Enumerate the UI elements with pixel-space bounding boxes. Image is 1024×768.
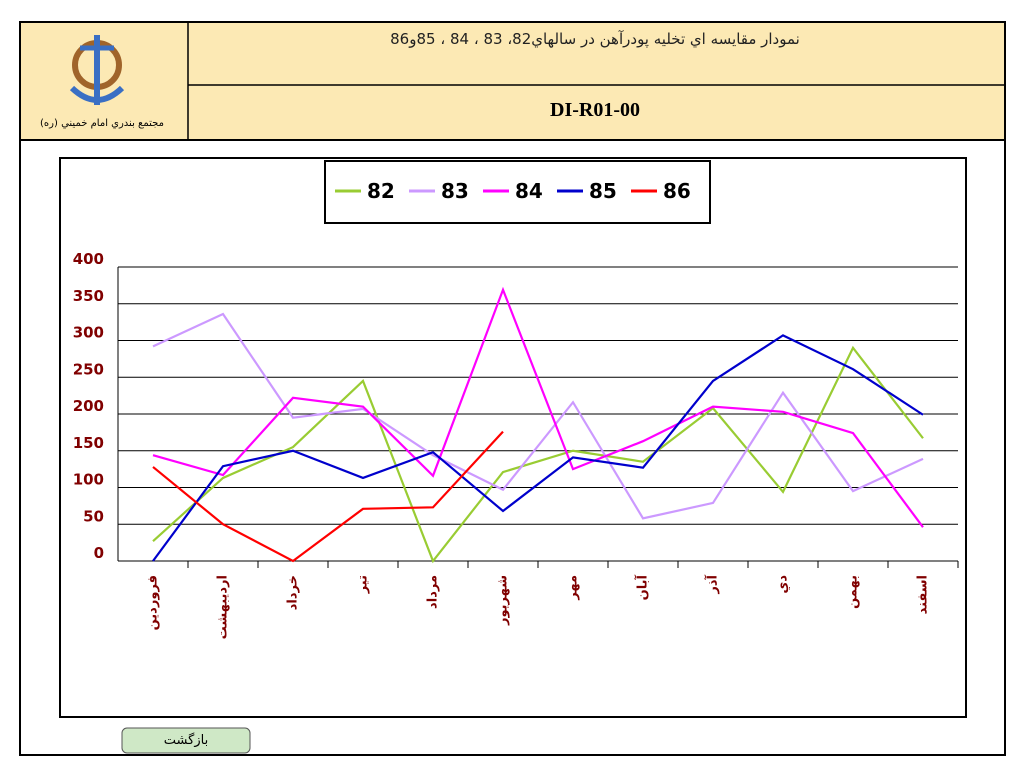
x-tick-label: بهمن [846,575,861,609]
legend-label: 83 [441,179,469,203]
y-tick-label: 400 [73,250,104,268]
y-tick-label: 250 [73,360,104,378]
y-tick-label: 0 [94,544,104,562]
header-title: نمودار مقايسه اي تخليه پودرآهن در سالهاي… [390,30,800,49]
logo-caption: مجتمع بندري امام خميني (ره) [40,118,164,129]
y-tick-label: 100 [73,471,104,489]
series-line [152,312,924,520]
y-tick-label: 200 [73,397,104,415]
legend-label: 82 [367,179,395,203]
logo [69,35,125,105]
x-tick-label: مهر [566,575,581,601]
series-line [152,430,504,563]
header-code: DI-R01-00 [550,99,640,121]
y-tick-label: 300 [73,324,104,342]
x-tick-label: آبان [634,574,651,600]
legend-label: 85 [589,179,617,203]
x-tick-label: مرداد [426,575,441,609]
chart-box [59,157,967,718]
legend-label: 84 [515,179,543,203]
x-tick-label: ارديبهشت [216,575,231,639]
y-tick-label: 50 [83,507,104,525]
x-tick-label: شهريور [496,575,511,626]
x-tick-label: آذر [704,574,721,594]
y-tick-label: 150 [73,434,104,452]
series-line [152,334,924,562]
x-tick-label: اسفند [916,575,931,614]
header [19,21,1006,141]
back-button[interactable] [121,727,251,754]
y-tick-label: 350 [73,287,104,305]
x-tick-label: خرداد [286,575,301,610]
x-tick-label: فروردين [146,575,161,630]
x-tick-label: دي [776,575,791,594]
legend-label: 86 [663,179,691,203]
back-button-label[interactable]: بازگشت [164,732,208,748]
series-line [152,286,924,528]
x-tick-label: تير [356,575,371,594]
